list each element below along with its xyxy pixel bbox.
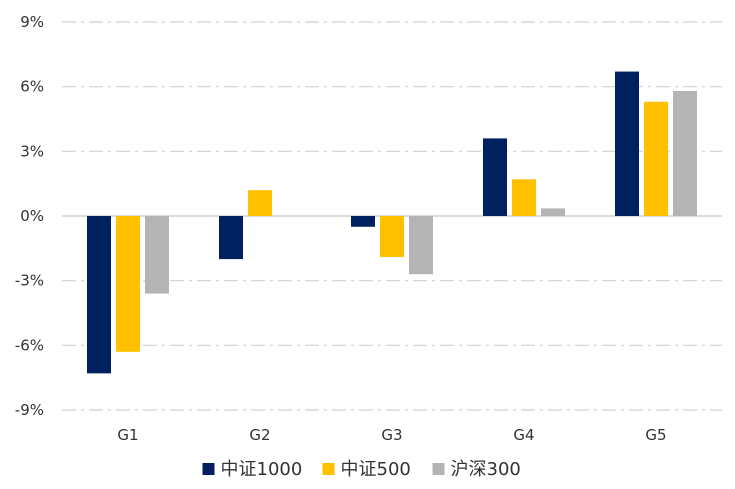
y-tick-label: -6% <box>15 336 44 354</box>
bar <box>483 138 507 216</box>
bar <box>673 90 697 216</box>
y-tick-label: -9% <box>15 401 44 419</box>
legend-swatch <box>202 463 215 475</box>
y-tick-label: -3% <box>15 272 44 290</box>
legend-swatch <box>322 463 335 475</box>
legend-label: 中证1000 <box>221 459 303 480</box>
bar <box>541 208 565 216</box>
x-axis-labels: G1 G2 G3 G4 G5 <box>117 426 666 444</box>
bar <box>219 216 243 260</box>
legend: 中证1000 中证500 沪深300 <box>202 459 521 480</box>
legend-swatch <box>432 463 445 475</box>
bar <box>409 216 433 275</box>
legend-label: 中证500 <box>341 459 411 480</box>
bar <box>145 216 169 294</box>
y-tick-label: 0% <box>20 207 44 225</box>
bar <box>87 216 111 374</box>
x-tick-label: G4 <box>513 426 534 444</box>
legend-label: 沪深300 <box>451 459 521 480</box>
x-tick-label: G1 <box>117 426 138 444</box>
bar <box>512 179 536 216</box>
x-tick-label: G2 <box>249 426 270 444</box>
bar <box>248 190 272 216</box>
bar <box>351 216 375 227</box>
bar <box>644 101 668 216</box>
bar <box>116 216 140 352</box>
y-axis-ticks: 9% 6% 3% 0% -3% -6% -9% <box>15 13 44 419</box>
y-tick-label: 3% <box>20 142 44 160</box>
grid-layer <box>62 21 722 411</box>
x-tick-label: G5 <box>645 426 666 444</box>
bar <box>615 71 639 216</box>
bar <box>380 216 404 257</box>
bars <box>87 71 697 374</box>
x-tick-label: G3 <box>381 426 402 444</box>
y-tick-label: 9% <box>20 13 44 31</box>
y-tick-label: 6% <box>20 78 44 96</box>
